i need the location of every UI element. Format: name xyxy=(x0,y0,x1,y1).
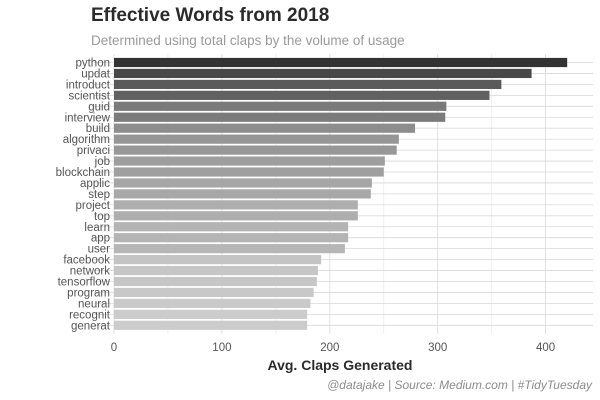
x-axis-title: Avg. Claps Generated xyxy=(268,357,413,373)
category-label-job: job xyxy=(94,156,110,168)
x-tick-label: 400 xyxy=(536,342,555,354)
category-label-recognit: recognit xyxy=(69,309,111,321)
category-label-network: network xyxy=(70,266,111,278)
category-label-privaci: privaci xyxy=(77,145,110,157)
category-label-updat: updat xyxy=(81,68,111,80)
chart-subtitle: Determined using total claps by the volu… xyxy=(91,33,405,48)
bar-python xyxy=(114,57,568,68)
bar-step xyxy=(114,189,371,199)
bar-guid xyxy=(114,101,447,111)
category-label-build: build xyxy=(86,123,110,135)
category-label-neural: neural xyxy=(78,298,110,310)
bar-job xyxy=(114,156,385,166)
x-tick-labels: 0 100 200 300 400 xyxy=(111,342,555,354)
category-label-learn: learn xyxy=(84,222,110,234)
bar-introduct xyxy=(114,79,502,89)
bar-algorithm xyxy=(114,134,399,144)
bar-blockchain xyxy=(114,167,384,177)
category-label-guid: guid xyxy=(88,101,110,113)
category-label-algorithm: algorithm xyxy=(63,134,110,146)
x-tick-label: 0 xyxy=(111,342,117,354)
bar-user xyxy=(114,244,345,254)
category-label-python: python xyxy=(75,58,110,70)
bar-interview xyxy=(114,112,446,122)
category-label-program: program xyxy=(67,287,110,299)
bar-tensorflow xyxy=(114,276,317,287)
category-label-app: app xyxy=(91,233,110,245)
category-label-interview: interview xyxy=(65,112,111,124)
bar-program xyxy=(114,287,314,298)
bar-applic xyxy=(114,178,372,188)
bars xyxy=(114,57,568,330)
category-label-blockchain: blockchain xyxy=(56,167,110,179)
category-label-tensorflow: tensorflow xyxy=(58,277,111,289)
bar-privaci xyxy=(114,145,397,155)
bar-neural xyxy=(114,298,311,308)
bar-generat xyxy=(114,320,308,330)
category-label-scientist: scientist xyxy=(68,90,110,102)
x-tick-label: 100 xyxy=(212,342,231,354)
x-tick-label: 200 xyxy=(320,342,339,354)
bar-learn xyxy=(114,222,349,232)
category-label-user: user xyxy=(88,244,111,256)
category-label-introduct: introduct xyxy=(66,79,111,91)
category-label-facebook: facebook xyxy=(63,255,110,267)
category-label-step: step xyxy=(88,189,110,201)
category-label-applic: applic xyxy=(80,178,110,190)
category-label-top: top xyxy=(94,211,110,223)
category-label-generat: generat xyxy=(71,320,111,332)
bar-app xyxy=(114,233,349,243)
chart-title: Effective Words from 2018 xyxy=(91,5,330,26)
bar-top xyxy=(114,211,358,221)
bar-updat xyxy=(114,68,532,79)
chart-caption: @datajake | Source: Medium.com | #TidyTu… xyxy=(327,378,592,392)
bar-recognit xyxy=(114,309,308,319)
bar-scientist xyxy=(114,90,490,100)
bar-facebook xyxy=(114,255,322,265)
bar-project xyxy=(114,200,358,210)
bar-network xyxy=(114,265,318,276)
category-labels: pythonupdatintroductscientistguidintervi… xyxy=(56,58,111,333)
category-label-project: project xyxy=(75,200,110,212)
bar-build xyxy=(114,123,416,133)
x-tick-label: 300 xyxy=(428,342,447,354)
